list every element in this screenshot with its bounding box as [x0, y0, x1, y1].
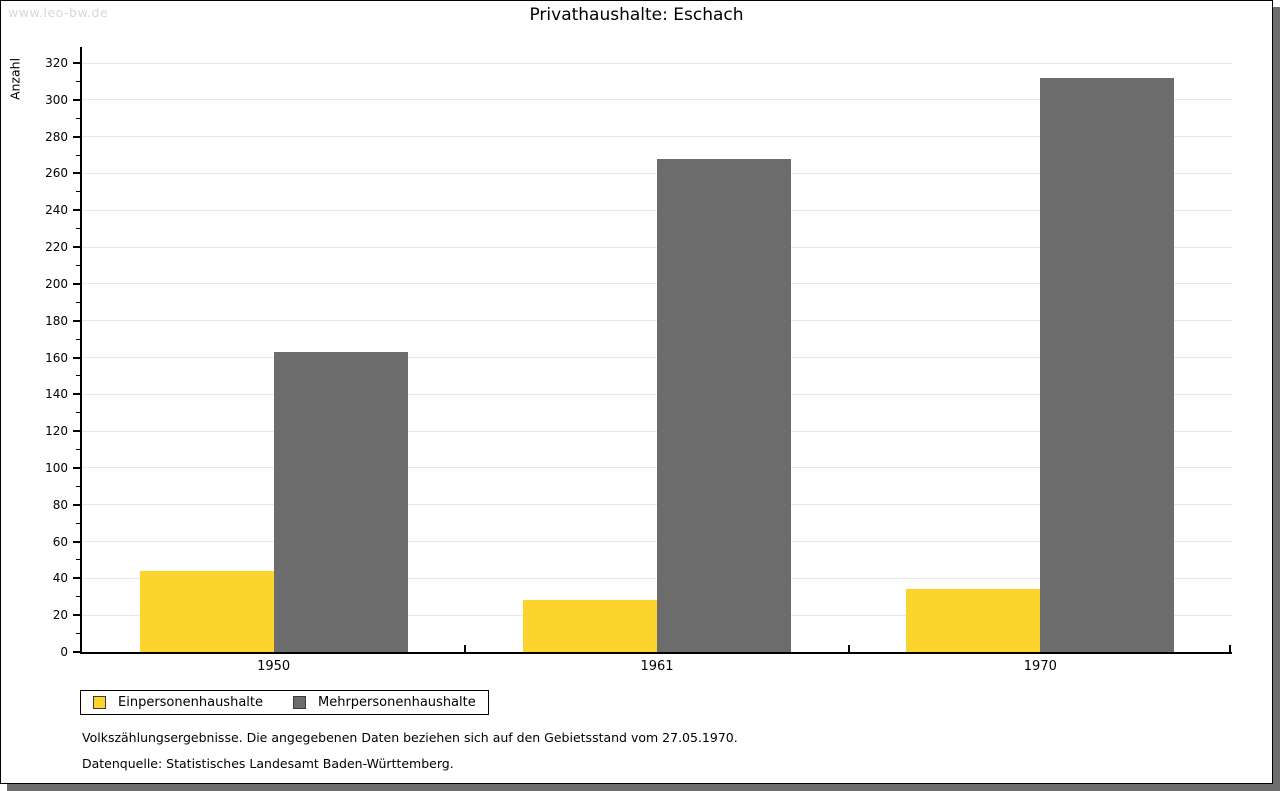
y-axis-tick	[73, 651, 80, 653]
y-axis-tick	[73, 319, 80, 322]
legend-label: Mehrpersonenhaushalte	[318, 695, 476, 710]
y-tick-label: 200	[45, 276, 68, 291]
y-tick-label: 60	[52, 534, 68, 549]
bar-mehrpersonenhaushalte-1961	[657, 158, 791, 652]
y-tick-label: 180	[45, 313, 68, 328]
y-axis-tick	[73, 503, 80, 506]
plot-area: 0 20 40 60 80 100 120 140 160 180 200 220 240 260 280 3…	[45, 47, 1232, 674]
y-tick-label: 0	[60, 645, 68, 659]
legend-swatch	[293, 696, 306, 709]
y-axis-tick	[73, 209, 80, 212]
bar-mehrpersonenhaushalte-1970	[1040, 77, 1175, 652]
y-tick-label: 220	[45, 240, 68, 255]
y-axis-tick	[73, 62, 80, 64]
x-category-label: 1970	[1023, 659, 1057, 674]
legend-label: Einpersonenhaushalte	[118, 695, 263, 710]
gridline	[82, 99, 1232, 101]
y-axis-minor-tick	[76, 301, 80, 303]
y-tick-label: 280	[45, 129, 68, 144]
bar-einpersonenhaushalte-1961	[523, 600, 657, 652]
y-axis-tick	[73, 356, 80, 359]
x-category-label: 1961	[640, 659, 674, 674]
footer: Volkszählungsergebnisse. Die angegebenen…	[82, 725, 738, 777]
footer-source: Datenquelle: Statistisches Landesamt Bad…	[82, 756, 454, 771]
y-axis-minor-tick	[76, 633, 80, 635]
y-tick-label: 20	[52, 608, 68, 623]
y-axis-minor-tick	[76, 80, 80, 82]
y-axis-minor-tick	[76, 375, 80, 377]
y-axis-tick	[73, 614, 80, 617]
y-tick-label: 260	[45, 166, 68, 181]
y-axis-tick	[73, 466, 80, 469]
legend-item-einpersonenhaushalte: Einpersonenhaushalte	[93, 695, 263, 710]
x-axis-tick	[1229, 645, 1231, 652]
bar-mehrpersonenhaushalte-1950	[273, 351, 408, 652]
y-axis-tick	[73, 135, 80, 138]
y-tick-label: 120	[45, 424, 68, 439]
legend-swatch	[93, 696, 106, 709]
y-axis-tick	[73, 98, 80, 101]
x-axis-tick	[847, 645, 850, 652]
gridline	[82, 62, 1232, 64]
y-axis-tick	[73, 577, 80, 580]
y-tick-label: 100	[45, 460, 68, 475]
y-axis-minor-tick	[76, 191, 80, 193]
y-axis-minor-tick	[76, 485, 80, 487]
y-axis-tick	[73, 172, 80, 175]
y-axis-minor-tick	[76, 449, 80, 451]
footer-note: Volkszählungsergebnisse. Die angegebenen…	[82, 730, 738, 745]
y-tick-label: 300	[45, 92, 68, 107]
y-axis-tick	[73, 540, 80, 543]
y-tick-label: 140	[45, 387, 68, 402]
y-axis-tick	[73, 393, 80, 396]
y-axis-minor-tick	[76, 596, 80, 598]
bar-einpersonenhaushalte-1950	[139, 571, 274, 652]
y-axis-tick	[73, 430, 80, 433]
y-tick-label: 320	[45, 56, 68, 70]
y-tick-label: 160	[45, 350, 68, 365]
x-axis-tick	[464, 645, 467, 652]
gridline	[82, 136, 1232, 138]
x-category-label: 1950	[257, 659, 291, 674]
y-tick-label: 240	[45, 203, 68, 218]
y-axis-minor-tick	[76, 264, 80, 266]
watermark: www.leo-bw.de	[8, 5, 109, 20]
y-axis-minor-tick	[76, 338, 80, 340]
y-axis-minor-tick	[76, 154, 80, 156]
y-axis-minor-tick	[76, 117, 80, 119]
legend-item-mehrpersonenhaushalte: Mehrpersonenhaushalte	[293, 695, 476, 710]
y-axis-tick	[73, 246, 80, 249]
bar-einpersonenhaushalte-1970	[906, 589, 1041, 652]
chart-title: Privathaushalte: Eschach	[529, 5, 744, 25]
y-axis-minor-tick	[76, 228, 80, 230]
y-axis-tick	[73, 282, 80, 285]
legend: Einpersonenhaushalte Mehrpersonenhaushalt…	[80, 690, 489, 715]
y-axis-minor-tick	[76, 559, 80, 561]
y-tick-label: 40	[52, 571, 68, 586]
y-axis-minor-tick	[76, 412, 80, 414]
y-axis-minor-tick	[76, 522, 80, 524]
y-tick-label: 80	[52, 497, 68, 512]
